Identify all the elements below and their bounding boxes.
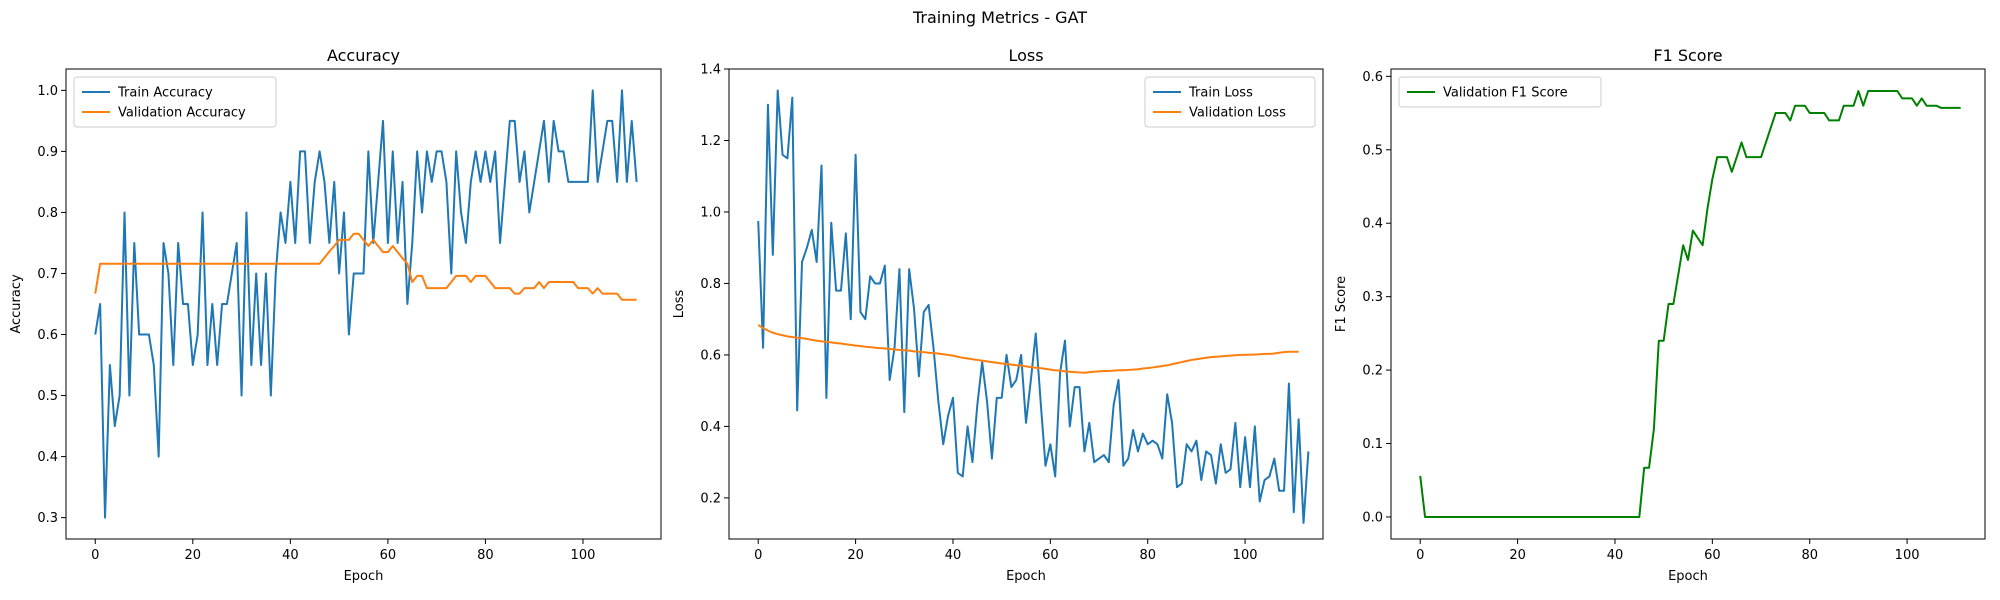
accuracy-chart-title: Accuracy [327,46,400,65]
f1-y-tick-label: 0.6 [1362,70,1383,85]
accuracy-x-tick-label: 20 [185,548,202,563]
f1-panel: 0 20 40 60 80 100 0.0 0.1 0.2 0.3 0.4 0.5 0.6 F1 Scor… [1334,46,1986,584]
loss-series-line-1 [757,324,1299,374]
accuracy-panel: 0 20 40 60 80 100 0.3 0.4 0.5 0.6 0.7 0.8 0.9 1.0 Accu… [9,46,662,584]
loss-x-tick-label: 0 [754,548,762,563]
loss-axes-frame [728,68,1324,540]
loss-y-tick-label: 1.4 [700,63,721,78]
f1-x-tick-label: 60 [1704,548,1721,563]
f1-y-tick-label: 0.5 [1362,143,1383,158]
f1-x-tick-label: 100 [1895,548,1920,563]
loss-series-line-0 [757,89,1310,524]
accuracy-y-tick-label: 0.9 [37,145,58,160]
loss-legend-label: Validation Loss [1189,106,1286,121]
loss-legend-box [1144,76,1316,128]
loss-legend-label: Train Loss [1188,86,1253,101]
f1-x-axis-label: Epoch [1668,569,1708,584]
f1-y-tick-label: 0.0 [1362,510,1383,525]
f1-x-tick-label: 80 [1801,548,1818,563]
f1-x-tick-label: 0 [1416,548,1424,563]
loss-y-axis-label: Loss [672,290,687,319]
f1-x-tick-label: 20 [1509,548,1526,563]
loss-y-tick-label: 0.8 [700,277,721,292]
accuracy-series-line-0 [94,89,638,519]
f1-chart-title: F1 Score [1653,46,1722,65]
f1-y-tick-label: 0.1 [1362,437,1383,452]
f1-series-line-0 [1419,90,1961,518]
accuracy-y-tick-label: 0.5 [37,389,58,404]
loss-panel: 0 20 40 60 80 100 0.2 0.4 0.6 0.8 1.0 1.2 1.4 Loss Epo… [672,46,1324,584]
accuracy-y-tick-label: 0.4 [37,450,58,465]
loss-y-tick-label: 0.6 [700,348,721,363]
loss-y-tick-label: 0.2 [700,491,721,506]
accuracy-y-tick-label: 1.0 [37,84,58,99]
loss-x-tick-label: 80 [1139,548,1156,563]
loss-y-tick-label: 1.0 [700,205,721,220]
accuracy-x-tick-label: 0 [91,548,99,563]
loss-x-tick-label: 60 [1042,548,1059,563]
loss-y-tick-label: 1.2 [700,134,721,149]
f1-y-tick-label: 0.2 [1362,364,1383,379]
accuracy-x-axis-label: Epoch [344,569,384,584]
accuracy-x-tick-label: 80 [477,548,494,563]
loss-x-tick-label: 100 [1233,548,1258,563]
accuracy-x-tick-label: 100 [571,548,596,563]
accuracy-y-tick-label: 0.6 [37,328,58,343]
f1-axes-frame [1390,68,1986,540]
accuracy-legend-label: Train Accuracy [117,86,213,101]
accuracy-y-tick-label: 0.8 [37,206,58,221]
f1-y-tick-label: 0.4 [1362,217,1383,232]
accuracy-axes-frame [65,68,662,540]
loss-chart-title: Loss [1008,46,1043,65]
loss-x-axis-label: Epoch [1006,569,1046,584]
f1-x-tick-label: 40 [1607,548,1624,563]
accuracy-y-tick-label: 0.3 [37,511,58,526]
loss-x-tick-label: 40 [945,548,962,563]
f1-y-tick-label: 0.3 [1362,290,1383,305]
figure-title: Training Metrics - GAT [912,8,1088,27]
accuracy-legend-label: Validation Accuracy [118,106,246,121]
accuracy-series-line-1 [94,232,637,301]
loss-x-tick-label: 20 [847,548,864,563]
accuracy-y-tick-label: 0.7 [37,267,58,282]
accuracy-x-tick-label: 40 [282,548,299,563]
loss-y-tick-label: 0.4 [700,420,721,435]
f1-y-axis-label: F1 Score [1334,276,1349,332]
accuracy-y-axis-label: Accuracy [9,274,24,334]
accuracy-x-tick-label: 60 [380,548,397,563]
f1-legend-box [1398,76,1602,108]
accuracy-legend-box [73,76,277,128]
f1-legend-label: Validation F1 Score [1443,86,1568,101]
